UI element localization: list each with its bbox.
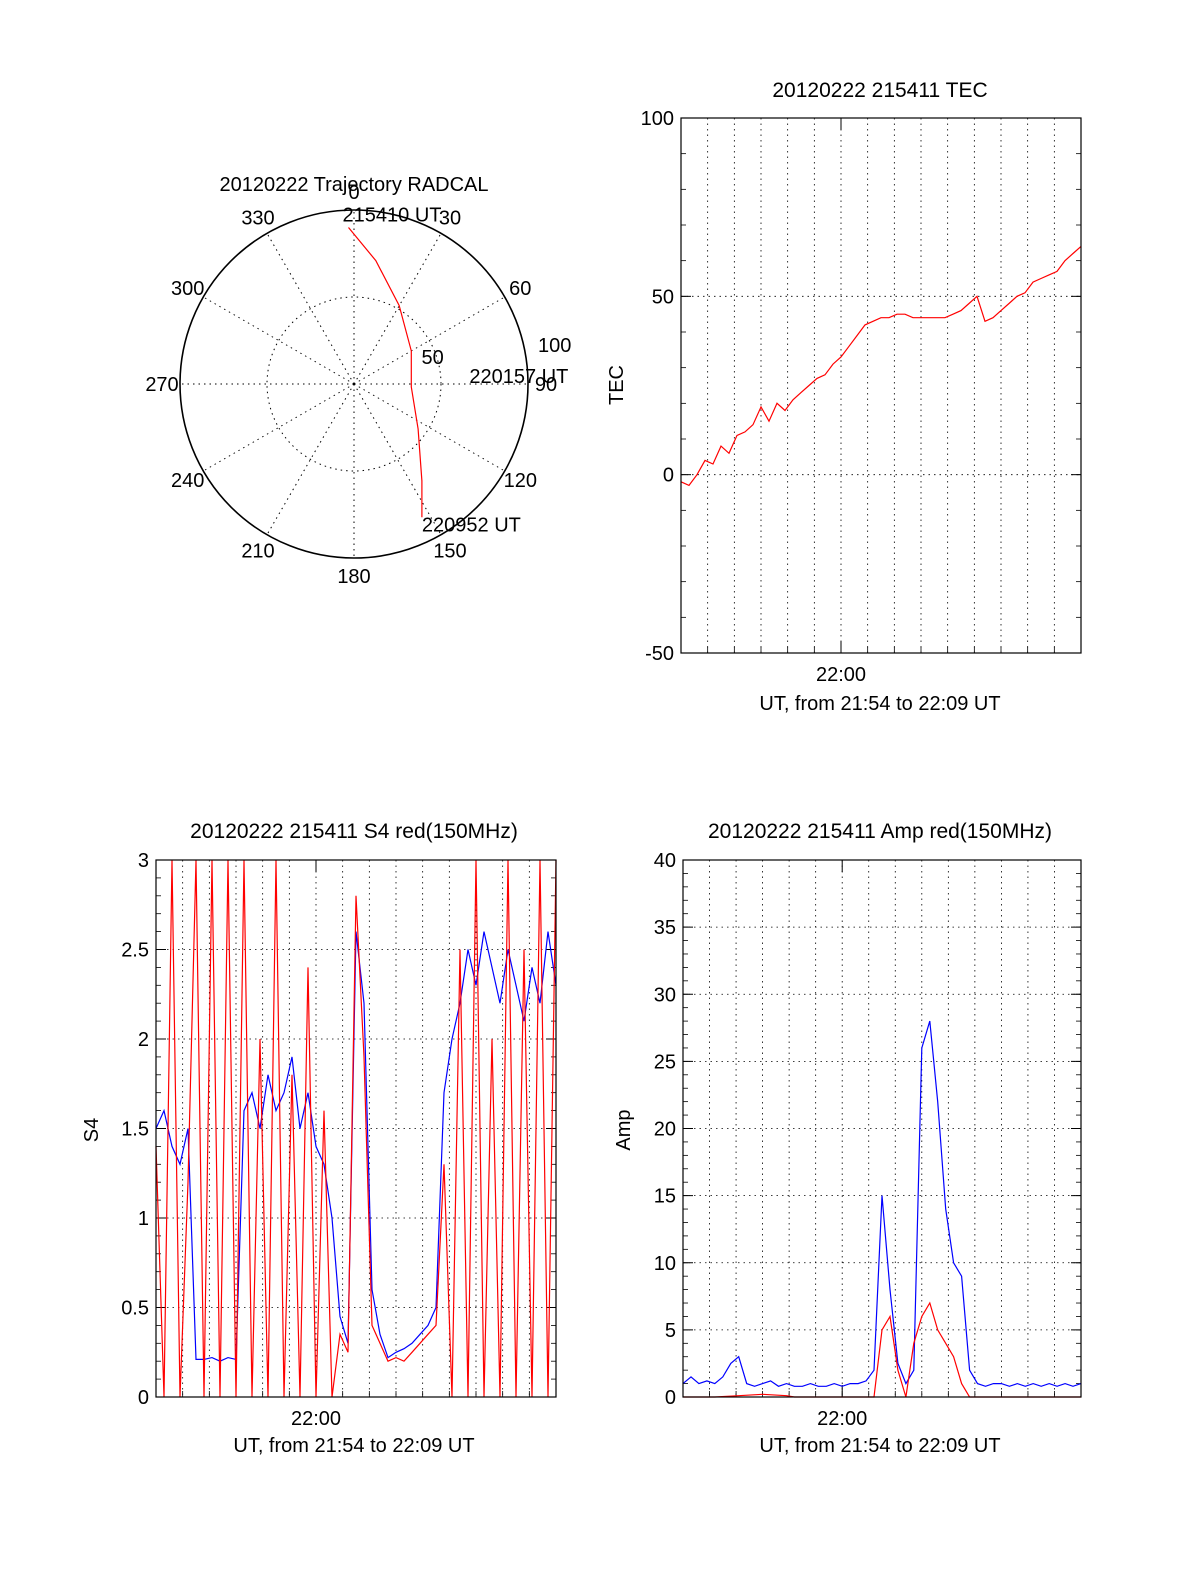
y-tick-label: 35: [654, 917, 676, 939]
polar-trajectory-chart: 20120222 Trajectory RADCAL 0 30 60 90 120 150…: [145, 174, 571, 588]
tec-title: 20120222 215411 TEC: [772, 79, 987, 102]
series-line-0: [680, 245, 1082, 487]
polar-outer-circle: [179, 209, 529, 559]
series-line-1: [683, 1301, 1081, 1398]
polar-angle-label: 150: [433, 540, 466, 562]
y-tick-label: -50: [645, 643, 674, 665]
polar-spoke: [353, 383, 442, 535]
y-tick-label: 2.5: [121, 940, 149, 962]
trajectory-annotations: 215410 UT 220157 UT 220952 UT: [343, 204, 569, 536]
polar-angle-label: 330: [241, 208, 274, 230]
polar-angle-labels: 0 30 60 90 120 150 180 210 240 270 300 330: [145, 182, 557, 588]
series-line-1: [155, 859, 557, 1398]
s4-chart: 20120222 215411 S4 red(150MHz) UT, from …: [81, 820, 557, 1457]
series-line-0: [682, 1020, 1082, 1387]
y-tick-label: 1.5: [121, 1119, 149, 1141]
amp-xlabel: UT, from 21:54 to 22:09 UT: [759, 1435, 1000, 1457]
y-tick-label: 15: [654, 1186, 676, 1208]
plot-frame: [680, 117, 1082, 654]
y-tick-label: 50: [652, 286, 674, 308]
polar-grid: [179, 209, 529, 559]
s4-xlabel: UT, from 21:54 to 22:09 UT: [233, 1435, 474, 1457]
tec-xlabel: UT, from 21:54 to 22:09 UT: [759, 693, 1000, 715]
amp-title: 20120222 215411 Amp red(150MHz): [708, 820, 1052, 843]
y-tick-label: 10: [654, 1253, 676, 1275]
polar-title: 20120222 Trajectory RADCAL: [219, 174, 488, 196]
s4-ylabel: S4: [81, 1118, 103, 1142]
polar-spoke: [353, 296, 505, 385]
polar-angle-label: 0: [348, 182, 359, 204]
polar-grid-circle: [266, 296, 442, 472]
y-tick-label: 0.5: [121, 1298, 149, 1320]
trajectory-line: [348, 227, 423, 518]
polar-spoke: [203, 383, 355, 472]
trajectory-annotation: 215410 UT: [343, 204, 442, 226]
polar-angle-label: 60: [509, 278, 531, 300]
polar-radial-label: 50: [422, 347, 444, 369]
y-tick-label: 1: [138, 1208, 149, 1230]
polar-angle-label: 30: [439, 208, 461, 230]
polar-spoke: [266, 233, 355, 385]
amp-ylabel: Amp: [613, 1109, 635, 1150]
polar-angle-label: 180: [337, 566, 370, 588]
polar-spoke: [353, 233, 442, 385]
polar-angle-label: 240: [171, 470, 204, 492]
polar-radial-labels: 50 100: [422, 335, 572, 369]
series-line-0: [155, 931, 557, 1362]
trajectory-annotation: 220952 UT: [422, 514, 521, 536]
polar-angle-label: 210: [241, 540, 274, 562]
x-tick-label: 22:00: [817, 1408, 867, 1430]
y-tick-label: 5: [665, 1320, 676, 1342]
y-tick-label: 0: [663, 465, 674, 487]
tec-ylabel: TEC: [606, 365, 628, 405]
y-tick-label: 0: [138, 1387, 149, 1409]
y-tick-label: 40: [654, 850, 676, 872]
polar-spoke: [266, 383, 355, 535]
y-tick-label: 2: [138, 1029, 149, 1051]
y-tick-label: 0: [665, 1387, 676, 1409]
polar-angle-label: 90: [535, 374, 557, 396]
polar-radial-label: 100: [538, 335, 571, 357]
polar-spoke: [203, 296, 355, 385]
trajectory-annotation: 220157 UT: [469, 366, 568, 388]
plot-frame: [155, 859, 557, 1398]
polar-angle-label: 300: [171, 278, 204, 300]
polar-angle-label: 270: [145, 374, 178, 396]
x-tick-label: 22:00: [816, 664, 866, 686]
polar-angle-label: 120: [504, 470, 537, 492]
tec-chart: 20120222 215411 TEC UT, from 21:54 to 22…: [606, 79, 1082, 715]
y-tick-label: 25: [654, 1051, 676, 1073]
y-tick-label: 100: [641, 108, 674, 130]
polar-spoke: [353, 383, 505, 472]
plot-frame: [682, 859, 1082, 1398]
y-tick-label: 3: [138, 850, 149, 872]
amp-chart: 20120222 215411 Amp red(150MHz) UT, from…: [613, 820, 1082, 1457]
y-tick-label: 20: [654, 1119, 676, 1141]
s4-title: 20120222 215411 S4 red(150MHz): [190, 820, 518, 843]
x-tick-label: 22:00: [291, 1408, 341, 1430]
y-tick-label: 30: [654, 984, 676, 1006]
